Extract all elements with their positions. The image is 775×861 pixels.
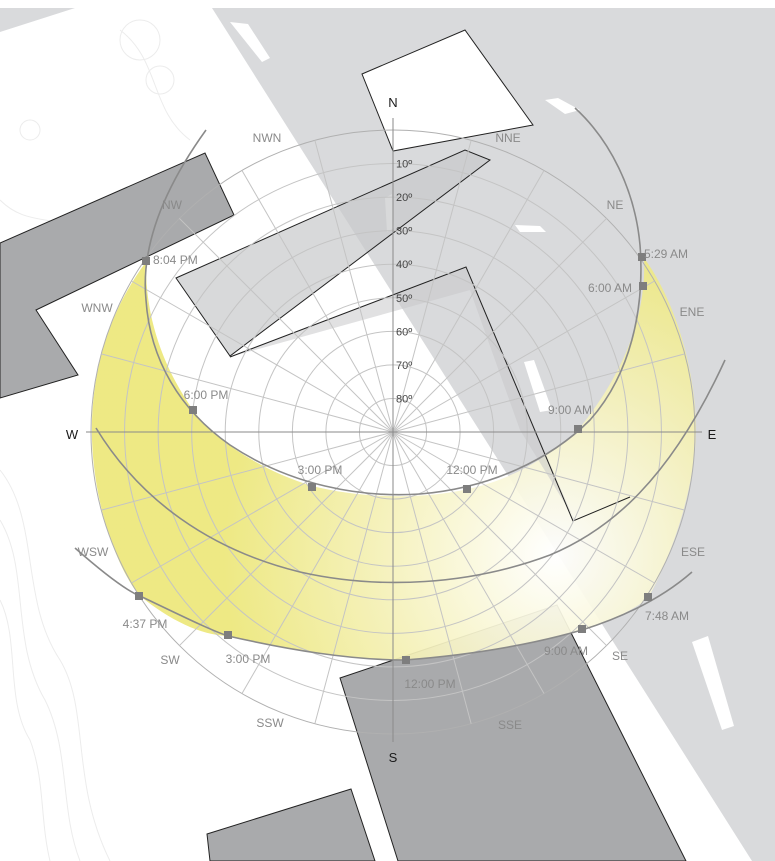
altitude-label: 10º bbox=[396, 159, 412, 171]
altitude-label: 70º bbox=[396, 360, 412, 372]
direction-label: SE bbox=[612, 649, 628, 663]
azimuth-spoke bbox=[392, 431, 607, 646]
sun-exposure-band bbox=[91, 258, 697, 660]
time-marker bbox=[644, 593, 652, 601]
sun-paths bbox=[74, 107, 726, 664]
boat bbox=[545, 98, 580, 114]
time-marker bbox=[463, 485, 471, 493]
direction-label: ENE bbox=[680, 305, 705, 319]
time-marker bbox=[639, 282, 647, 290]
time-label: 8:04 PM bbox=[153, 253, 198, 267]
time-label: 9:00 AM bbox=[544, 644, 588, 658]
azimuth-spoke bbox=[131, 280, 394, 433]
altitude-label: 40º bbox=[396, 259, 412, 271]
azimuth-spoke bbox=[392, 218, 607, 433]
boat bbox=[230, 22, 270, 62]
direction-label: ESE bbox=[681, 545, 705, 559]
time-label: 12:00 PM bbox=[446, 463, 497, 477]
azimuth-spoke bbox=[392, 431, 545, 694]
azimuth-spoke bbox=[314, 431, 394, 724]
boat bbox=[268, 125, 292, 156]
time-label: 7:48 AM bbox=[645, 609, 689, 623]
azimuth-spoke bbox=[392, 140, 472, 433]
azimuth-spoke bbox=[179, 218, 394, 433]
altitude-label: 60º bbox=[396, 326, 412, 338]
cardinal-east: E bbox=[708, 427, 717, 442]
boat bbox=[524, 360, 552, 412]
azimuth-spoke bbox=[101, 353, 394, 433]
azimuth-spoke bbox=[392, 353, 685, 433]
time-label: 4:37 PM bbox=[123, 617, 168, 631]
polar-grid bbox=[86, 118, 702, 742]
direction-label: WNW bbox=[81, 301, 113, 315]
time-marker bbox=[402, 656, 410, 664]
time-marker bbox=[189, 406, 197, 414]
jetty-outline bbox=[229, 266, 631, 522]
labels: N S E W 10º 20º 30º 40º 50º 60º 70º 80º NNE NE ENE… bbox=[66, 95, 717, 765]
time-label: 3:00 PM bbox=[226, 652, 271, 666]
time-label: 12:00 PM bbox=[404, 677, 455, 691]
direction-label: NWN bbox=[253, 131, 282, 145]
direction-label: SW bbox=[160, 653, 180, 667]
direction-label: SSE bbox=[498, 718, 522, 732]
time-marker bbox=[574, 425, 582, 433]
altitude-label: 30º bbox=[396, 226, 412, 238]
azimuth-spoke bbox=[392, 431, 655, 584]
time-marker bbox=[224, 631, 232, 639]
altitude-label: 20º bbox=[396, 192, 412, 204]
summer-solstice-path bbox=[144, 107, 642, 496]
azimuth-spoke bbox=[314, 140, 394, 433]
equinox-path bbox=[95, 359, 726, 584]
azimuth-spoke bbox=[241, 431, 394, 694]
pier-top bbox=[361, 29, 534, 152]
time-marker bbox=[135, 592, 143, 600]
time-label: 5:29 AM bbox=[644, 247, 688, 261]
cardinal-north: N bbox=[388, 95, 397, 110]
direction-label: NE bbox=[607, 198, 624, 212]
building-nw bbox=[0, 152, 235, 399]
time-label: 6:00 AM bbox=[588, 281, 632, 295]
water-area-top-left bbox=[0, 8, 75, 32]
time-marker bbox=[578, 625, 586, 633]
time-marker bbox=[638, 253, 646, 261]
time-label: 9:00 AM bbox=[548, 403, 592, 417]
altitude-label: 80º bbox=[396, 393, 412, 405]
direction-label: NNE bbox=[495, 131, 520, 145]
cardinal-west: W bbox=[66, 427, 79, 442]
direction-label: SSW bbox=[256, 716, 284, 730]
time-label: 6:00 PM bbox=[184, 388, 229, 402]
direction-label: NW bbox=[162, 198, 183, 212]
azimuth-spoke bbox=[131, 431, 394, 584]
cardinal-south: S bbox=[389, 750, 398, 765]
time-marker bbox=[308, 483, 316, 491]
boat bbox=[692, 636, 734, 730]
azimuth-spoke bbox=[392, 280, 655, 433]
azimuth-spoke bbox=[392, 431, 472, 724]
azimuth-spoke bbox=[392, 170, 545, 433]
boat bbox=[515, 225, 546, 232]
azimuth-spoke bbox=[101, 431, 394, 511]
building-southwest bbox=[206, 788, 376, 861]
time-marker bbox=[142, 257, 150, 265]
time-label: 3:00 PM bbox=[298, 463, 343, 477]
azimuth-spoke bbox=[179, 431, 394, 646]
pier-overlay bbox=[175, 149, 492, 357]
site-contour-lines bbox=[0, 19, 191, 861]
azimuth-spoke bbox=[241, 170, 394, 433]
direction-label: WSW bbox=[78, 545, 109, 559]
altitude-label: 50º bbox=[396, 293, 412, 305]
